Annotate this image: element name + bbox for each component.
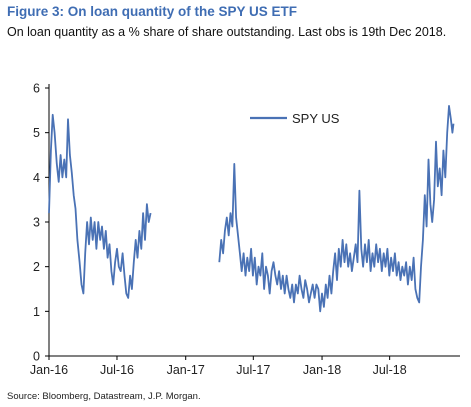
legend: SPY US <box>250 111 340 126</box>
series-line-spy-us <box>218 105 455 313</box>
x-tick-label: Jan-17 <box>167 363 205 377</box>
series-layer <box>48 105 455 313</box>
x-tick-label: Jul-16 <box>100 363 134 377</box>
y-tick-label: 2 <box>33 260 40 274</box>
x-tick-label: Jan-16 <box>30 363 68 377</box>
y-tick-label: 1 <box>33 305 40 319</box>
legend-label: SPY US <box>292 111 340 126</box>
figure-title: Figure 3: On loan quantity of the SPY US… <box>7 4 298 19</box>
x-tick-label: Jan-18 <box>303 363 341 377</box>
source-note: Source: Bloomberg, Datastream, J.P. Morg… <box>7 391 201 402</box>
x-axis: Jan-16 Jul-16 Jan-17 Jul-17 Jan-18 Jul-18 <box>30 355 460 377</box>
y-tick-label: 0 <box>33 350 40 364</box>
y-tick-label: 6 <box>33 82 40 96</box>
x-tick-label: Jul-18 <box>373 363 407 377</box>
y-tick-label: 4 <box>33 171 40 185</box>
y-axis: 0 1 2 3 4 5 6 <box>33 82 50 364</box>
y-tick-label: 3 <box>33 216 40 230</box>
figure-subtitle: On loan quantity as a % share of share o… <box>7 25 447 39</box>
y-tick-label: 5 <box>33 126 40 140</box>
x-tick-label: Jul-17 <box>236 363 270 377</box>
series-line-spy-us <box>48 113 152 299</box>
